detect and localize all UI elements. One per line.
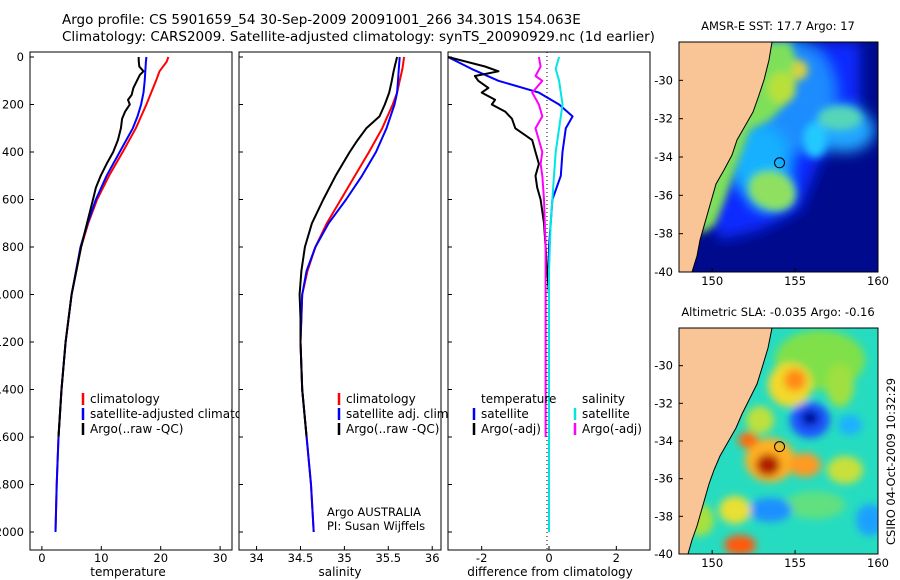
map-y-tick-label: -34 xyxy=(654,150,673,164)
sst-land-mask xyxy=(679,42,772,272)
legend-label-argo: Argo(..raw -QC) xyxy=(346,422,439,436)
sla-field xyxy=(679,328,878,554)
map-y-tick-label: -38 xyxy=(654,227,673,241)
sst-argo-location-marker xyxy=(774,157,786,169)
x-tick-label: 0 xyxy=(545,551,552,565)
temperature-xlabel: temperature xyxy=(90,565,165,579)
y-tick-label: 0 xyxy=(17,50,24,64)
difference-panel: -2 0 2 difference from climatology tempera… xyxy=(447,51,651,579)
series-argo-raw-qc- xyxy=(57,57,145,438)
x-tick-label: 20 xyxy=(153,551,168,565)
map-y-tick-label: -36 xyxy=(654,472,673,486)
map-x-tick-label: 155 xyxy=(784,274,806,288)
sla-map-title: Altimetric SLA: -0.035 Argo: -0.16 xyxy=(681,305,874,319)
x-tick-label: 30 xyxy=(213,551,228,565)
map-y-tick-label: -32 xyxy=(654,112,673,126)
x-tick-label: 2 xyxy=(613,551,620,565)
x-tick-label: 34 xyxy=(249,551,264,565)
sla-coastline xyxy=(687,328,773,554)
sst-coastline xyxy=(691,42,773,272)
y-tick-label: 1400 xyxy=(0,383,24,397)
series-salinity-argo-adj- xyxy=(531,56,547,437)
legend-label-temp-satellite: satellite xyxy=(481,407,529,421)
map-y-tick-label: -30 xyxy=(654,73,673,87)
legend-label-sal-satellite: satellite xyxy=(582,407,630,421)
y-tick-label: 1600 xyxy=(0,430,24,444)
y-tick-label: 600 xyxy=(2,193,24,207)
legend-label-argo: Argo(..raw -QC) xyxy=(90,422,183,436)
y-tick-label: 1000 xyxy=(0,288,24,302)
profile-title: Argo profile: CS 5901659_54 30-Sep-2009 … xyxy=(62,12,581,28)
legend-label-sal-argo: Argo(-adj) xyxy=(582,422,642,436)
x-tick-label: 35.5 xyxy=(375,551,401,565)
map-x-tick-label: 160 xyxy=(867,274,889,288)
map-y-tick-label: -40 xyxy=(654,547,673,561)
legend-label-climatology: climatology xyxy=(346,392,416,406)
argo-program-label: Argo AUSTRALIA xyxy=(327,505,421,519)
map-x-tick-label: 160 xyxy=(867,556,889,570)
difference-xlabel: difference from climatology xyxy=(467,565,633,579)
salinity-panel: 34 34.5 35 35.5 36 salinity climatology sate… xyxy=(238,51,452,579)
timestamp-stamp: CSIRO 04-Oct-2009 10:32:29 xyxy=(884,378,898,545)
x-tick-label: 35 xyxy=(337,551,352,565)
map-x-tick-label: 150 xyxy=(701,556,723,570)
sla-map-panel: Altimetric SLA: -0.035 Argo: -0.16 xyxy=(654,305,889,570)
sla-argo-location-marker xyxy=(774,441,786,453)
salinity-xlabel: salinity xyxy=(318,565,361,579)
legend-heading-temperature: temperature xyxy=(481,392,556,406)
y-tick-label: 200 xyxy=(2,98,24,112)
legend-label-climatology: climatology xyxy=(90,392,160,406)
salinity-legend: climatology satellite adj. clim. Argo(..… xyxy=(337,392,452,436)
sst-map-panel: AMSR-E SST: 17.7 Argo: 17 15 xyxy=(654,19,889,288)
y-tick-label: 1200 xyxy=(0,335,24,349)
salinity-axes-box xyxy=(238,51,442,551)
y-tick-label: 2000 xyxy=(0,525,24,539)
sla-land-mask xyxy=(679,328,772,554)
difference-legend-temperature: temperature satellite Argo(-adj) xyxy=(472,392,556,436)
legend-heading-salinity: salinity xyxy=(582,392,625,406)
x-tick-label: -2 xyxy=(476,551,487,565)
series-salinity-satellite xyxy=(548,56,564,532)
map-x-tick-label: 155 xyxy=(784,556,806,570)
x-tick-label: 10 xyxy=(94,551,109,565)
series-temperature-argo-adj- xyxy=(448,56,550,295)
difference-legend-salinity: salinity satellite Argo(-adj) xyxy=(573,392,642,436)
map-x-tick-label: 150 xyxy=(701,274,723,288)
legend-label-satellite: satellite-adjusted climatology xyxy=(90,407,268,421)
principal-investigator-label: PI: Susan Wijffels xyxy=(327,519,425,533)
x-tick-label: 36 xyxy=(425,551,440,565)
map-y-tick-label: -30 xyxy=(654,359,673,373)
temperature-axes-box xyxy=(29,51,233,551)
x-tick-label: 34.5 xyxy=(288,551,314,565)
series-argo-raw-qc- xyxy=(298,56,399,438)
map-y-tick-label: -32 xyxy=(654,396,673,410)
map-y-tick-label: -40 xyxy=(654,265,673,279)
climatology-subtitle: Climatology: CARS2009. Satellite-adjuste… xyxy=(62,29,655,45)
x-tick-label: 0 xyxy=(38,551,45,565)
legend-label-temp-argo: Argo(-adj) xyxy=(481,422,541,436)
sst-field xyxy=(679,42,878,272)
temperature-legend: climatology satellite-adjusted climatolo… xyxy=(81,392,268,436)
sst-map-title: AMSR-E SST: 17.7 Argo: 17 xyxy=(701,19,855,33)
map-y-tick-label: -34 xyxy=(654,434,673,448)
temperature-panel: 0 10 20 30 0 200 400 600 800 1000 1200 1400 1600 1800… xyxy=(0,50,268,579)
y-tick-label: 800 xyxy=(2,240,24,254)
map-y-tick-label: -36 xyxy=(654,188,673,202)
map-y-tick-label: -38 xyxy=(654,509,673,523)
y-tick-label: 1800 xyxy=(0,478,24,492)
legend-label-satellite: satellite adj. clim. xyxy=(346,407,452,421)
y-tick-label: 400 xyxy=(2,145,24,159)
